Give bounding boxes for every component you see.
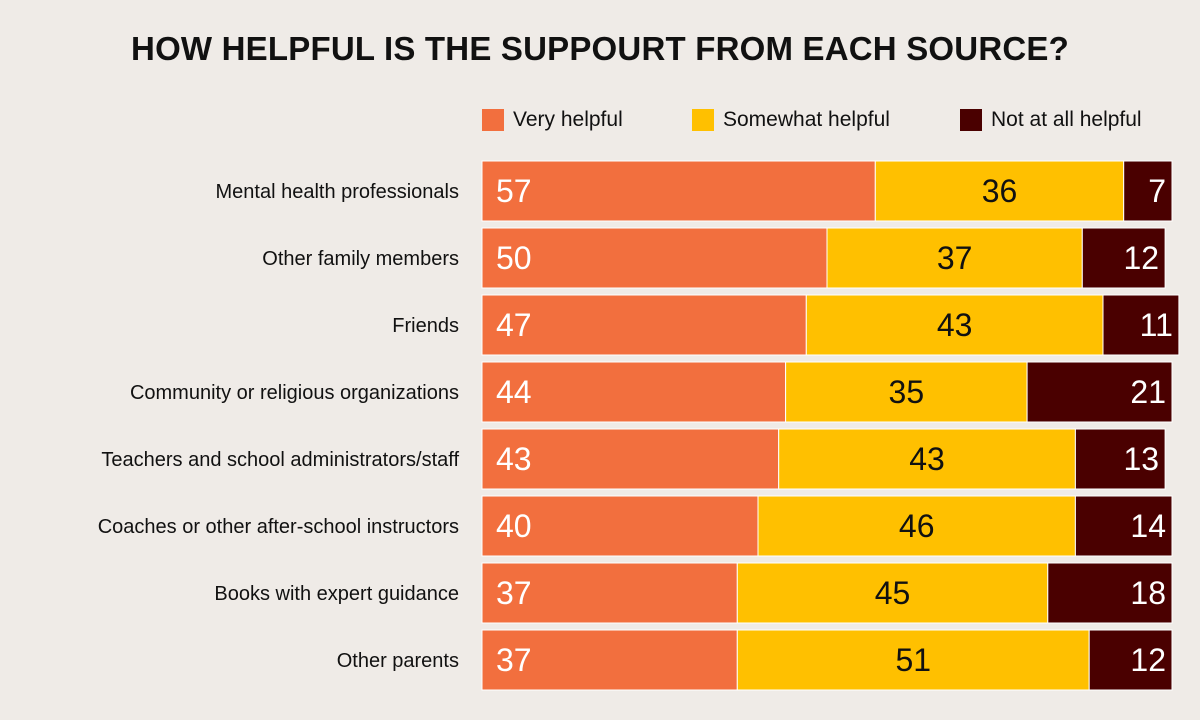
bar-coaches-or-other-after-school-instructors-not-at-all-helpful (1074, 495, 1173, 557)
value-label-friends-somewhat-helpful: 43 (937, 307, 973, 343)
bar-mental-health-professionals-very-helpful (481, 160, 876, 222)
category-label-other-family-members: Other family members (262, 248, 459, 270)
value-label-friends-very-helpful: 47 (496, 307, 532, 343)
bar-friends-somewhat-helpful (805, 294, 1104, 356)
value-label-other-family-members-very-helpful: 50 (496, 240, 532, 276)
value-label-coaches-or-other-after-school-instructors-somewhat-helpful: 46 (899, 508, 935, 544)
bar-coaches-or-other-after-school-instructors-somewhat-helpful (757, 495, 1076, 557)
category-label-mental-health-professionals: Mental health professionals (216, 181, 459, 203)
legend-swatch-very-helpful (482, 109, 504, 131)
value-label-friends-not-at-all-helpful: 11 (1140, 307, 1173, 343)
bar-mental-health-professionals-not-at-all-helpful (1123, 160, 1173, 222)
value-label-coaches-or-other-after-school-instructors-very-helpful: 40 (496, 508, 532, 544)
category-label-community-or-religious-organizations: Community or religious organizations (130, 382, 459, 404)
bar-friends-very-helpful (481, 294, 807, 356)
value-label-teachers-and-school-administrators-staff-not-at-all-helpful: 13 (1124, 441, 1160, 477)
value-label-other-parents-very-helpful: 37 (496, 642, 532, 678)
bar-other-family-members-very-helpful (481, 227, 828, 289)
category-label-teachers-and-school-administrators-staff: Teachers and school administrators/staff (101, 449, 459, 471)
bar-community-or-religious-organizations-somewhat-helpful (785, 361, 1028, 423)
legend-label-not-at-all-helpful: Not at all helpful (991, 108, 1142, 131)
bar-coaches-or-other-after-school-instructors-very-helpful (481, 495, 759, 557)
legend-swatch-somewhat-helpful (692, 109, 714, 131)
value-label-coaches-or-other-after-school-instructors-not-at-all-helpful: 14 (1130, 508, 1166, 544)
value-label-teachers-and-school-administrators-staff-somewhat-helpful: 43 (909, 441, 945, 477)
bar-mental-health-professionals-somewhat-helpful (874, 160, 1125, 222)
value-label-other-family-members-not-at-all-helpful: 12 (1124, 240, 1160, 276)
bar-other-parents-not-at-all-helpful (1088, 629, 1173, 691)
bar-books-with-expert-guidance-very-helpful (481, 562, 738, 624)
legend-label-very-helpful: Very helpful (513, 108, 623, 131)
bar-teachers-and-school-administrators-staff-not-at-all-helpful (1074, 428, 1166, 490)
bar-other-family-members-somewhat-helpful (826, 227, 1083, 289)
chart-title: HOW HELPFUL IS THE SUPPOURT FROM EACH SO… (131, 30, 1069, 67)
value-label-mental-health-professionals-not-at-all-helpful: 7 (1148, 173, 1166, 209)
legend-item-somewhat-helpful: Somewhat helpful (692, 108, 890, 132)
bar-community-or-religious-organizations-not-at-all-helpful (1026, 361, 1173, 423)
category-label-other-parents: Other parents (337, 650, 459, 672)
value-label-mental-health-professionals-very-helpful: 57 (496, 173, 532, 209)
value-label-other-family-members-somewhat-helpful: 37 (937, 240, 973, 276)
category-label-coaches-or-other-after-school-instructors: Coaches or other after-school instructor… (98, 516, 459, 538)
value-label-community-or-religious-organizations-somewhat-helpful: 35 (889, 374, 925, 410)
legend-label-somewhat-helpful: Somewhat helpful (723, 108, 890, 131)
category-label-friends: Friends (392, 315, 459, 337)
bar-books-with-expert-guidance-not-at-all-helpful (1047, 562, 1173, 624)
legend-item-very-helpful: Very helpful (482, 108, 623, 132)
legend-swatch-not-at-all-helpful (960, 109, 982, 131)
value-label-community-or-religious-organizations-not-at-all-helpful: 21 (1130, 374, 1166, 410)
value-label-mental-health-professionals-somewhat-helpful: 36 (982, 173, 1018, 209)
bar-other-family-members-not-at-all-helpful (1081, 227, 1166, 289)
value-label-books-with-expert-guidance-very-helpful: 37 (496, 575, 532, 611)
value-label-books-with-expert-guidance-somewhat-helpful: 45 (875, 575, 911, 611)
legend-item-not-at-all-helpful: Not at all helpful (960, 108, 1142, 132)
bar-teachers-and-school-administrators-staff-very-helpful (481, 428, 780, 490)
bar-other-parents-very-helpful (481, 629, 738, 691)
value-label-other-parents-not-at-all-helpful: 12 (1130, 642, 1166, 678)
category-label-books-with-expert-guidance: Books with expert guidance (214, 583, 459, 605)
value-label-other-parents-somewhat-helpful: 51 (895, 642, 931, 678)
bar-books-with-expert-guidance-somewhat-helpful (736, 562, 1049, 624)
value-label-books-with-expert-guidance-not-at-all-helpful: 18 (1130, 575, 1166, 611)
value-label-teachers-and-school-administrators-staff-very-helpful: 43 (496, 441, 532, 477)
bar-friends-not-at-all-helpful (1102, 294, 1180, 356)
bar-teachers-and-school-administrators-staff-somewhat-helpful (778, 428, 1076, 490)
value-label-community-or-religious-organizations-very-helpful: 44 (496, 374, 532, 410)
